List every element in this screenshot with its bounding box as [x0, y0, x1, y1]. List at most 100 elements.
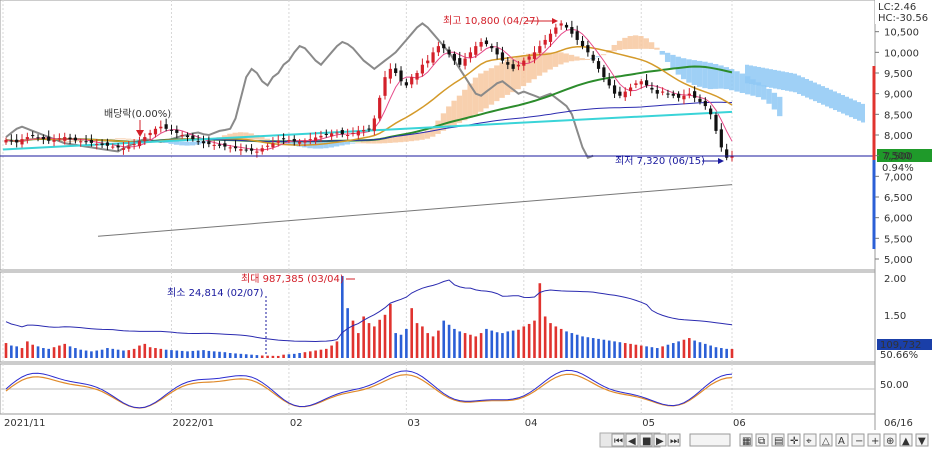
scroll-up-button[interactable] — [899, 433, 913, 447]
candle-body — [516, 64, 521, 67]
cloud-future-segment — [821, 86, 825, 105]
volume-bar — [378, 319, 381, 358]
text-tool-button[interactable] — [835, 433, 849, 447]
cloud-segment — [696, 60, 703, 87]
ichimoku-cloud — [56, 35, 865, 149]
volume-bar — [314, 350, 317, 358]
cloud-segment — [446, 106, 452, 128]
price-tick-label: 10,000 — [884, 48, 919, 59]
lagging-span-line — [5, 22, 594, 159]
cloud-segment — [563, 53, 569, 63]
grid-toggle-button[interactable] — [739, 433, 753, 447]
scroll-up-icon: ▲ — [902, 436, 910, 447]
volume-bar — [95, 350, 99, 358]
candle-body — [709, 108, 713, 115]
candle-body — [447, 49, 451, 55]
candle-body — [281, 138, 286, 140]
cloud-segment — [686, 59, 692, 83]
candle-body — [233, 146, 238, 149]
candle-body — [298, 142, 302, 144]
volume-bar — [239, 353, 243, 358]
cloud-segment — [750, 79, 756, 96]
volume-bar — [90, 351, 93, 358]
volume-bar — [100, 349, 104, 358]
volume-bar — [543, 316, 547, 358]
cloud-segment — [414, 133, 420, 141]
volume-bar — [613, 341, 616, 358]
candle-body — [703, 100, 707, 107]
volume-bar — [244, 354, 248, 358]
measure-button[interactable] — [819, 433, 833, 447]
cloud-future-segment — [857, 102, 861, 121]
candle-body — [426, 60, 430, 64]
current-price-box — [877, 149, 932, 162]
volume-bar — [52, 347, 56, 358]
draw-tool-icon: ⌖ — [806, 436, 812, 447]
last-page-button[interactable] — [667, 433, 681, 447]
volume-bar — [74, 348, 77, 358]
volume-bar — [597, 338, 600, 358]
price-axis: 10,500 10,000 9,500 9,000 8,500 8,000 7,500 7,0… — [875, 28, 919, 266]
stop-button[interactable] — [639, 433, 653, 447]
volume-bar — [570, 333, 574, 358]
volume-bar — [228, 353, 232, 358]
text-tool-icon: A — [838, 436, 845, 447]
zoom-in-button[interactable] — [867, 433, 881, 447]
volume-bar — [581, 336, 584, 358]
volume-ratio-line — [5, 279, 733, 343]
cloud-segment — [771, 92, 778, 110]
candle-body — [698, 98, 702, 102]
cloud-segment — [243, 132, 249, 140]
candle-body — [308, 139, 312, 141]
navigation-toolbar: ⏮ ◀ ■ ▶ ⏭ ▦ ⧉ ▤ ✛ ⌖ △ A − + ⊕ ▲ ▼ — [599, 432, 929, 448]
cloud-segment — [430, 126, 436, 137]
candle-body — [292, 138, 296, 142]
cloud-segment — [766, 88, 772, 104]
cloud-segment — [729, 69, 735, 91]
volume-bar — [490, 330, 494, 358]
cloud-segment — [408, 134, 415, 142]
trend-line — [2, 110, 733, 151]
draw-tool-button[interactable] — [803, 433, 817, 447]
cloud-segment — [622, 37, 628, 50]
stop-icon: ■ — [642, 436, 651, 447]
cloud-segment — [670, 54, 676, 69]
layout-button[interactable] — [771, 433, 785, 447]
scroll-down-button[interactable] — [915, 433, 929, 447]
candle-body — [201, 141, 206, 144]
candle-body — [239, 149, 243, 151]
zoom-out-button[interactable] — [851, 433, 865, 447]
cloud-segment — [366, 140, 372, 144]
candle-body — [31, 135, 35, 137]
volume-bar — [335, 341, 339, 358]
copy-button[interactable] — [755, 433, 769, 447]
volume-bar — [292, 353, 296, 358]
previous-icon: ◀ — [628, 436, 636, 447]
candle-body — [100, 143, 104, 145]
volume-bar — [554, 326, 558, 358]
volume-bar — [346, 308, 349, 358]
candle-body — [628, 87, 633, 92]
volume-bar — [170, 350, 173, 358]
previous-button[interactable] — [625, 433, 639, 447]
volume-bar — [666, 344, 670, 358]
cloud-segment — [419, 132, 425, 140]
volume-bar — [260, 355, 264, 358]
cloud-segment — [376, 138, 383, 144]
volume-bar — [527, 323, 531, 358]
volume-bar — [357, 333, 360, 358]
horizontal-scrollbar[interactable] — [689, 433, 731, 447]
candle-body — [452, 53, 457, 61]
first-page-button[interactable] — [611, 433, 625, 447]
crosshair-button[interactable] — [787, 433, 801, 447]
next-button[interactable] — [653, 433, 667, 447]
volume-bar — [122, 350, 125, 358]
candle-body — [121, 148, 126, 150]
volume-value-label: 109,732 — [880, 340, 921, 351]
cloud-future-segment — [769, 69, 773, 88]
candle-body — [362, 130, 366, 132]
candle-body — [314, 137, 318, 142]
first-page-icon: ⏮ — [614, 436, 623, 447]
min-price-arrowhead — [718, 158, 724, 164]
zoom-reset-button[interactable] — [883, 433, 897, 447]
